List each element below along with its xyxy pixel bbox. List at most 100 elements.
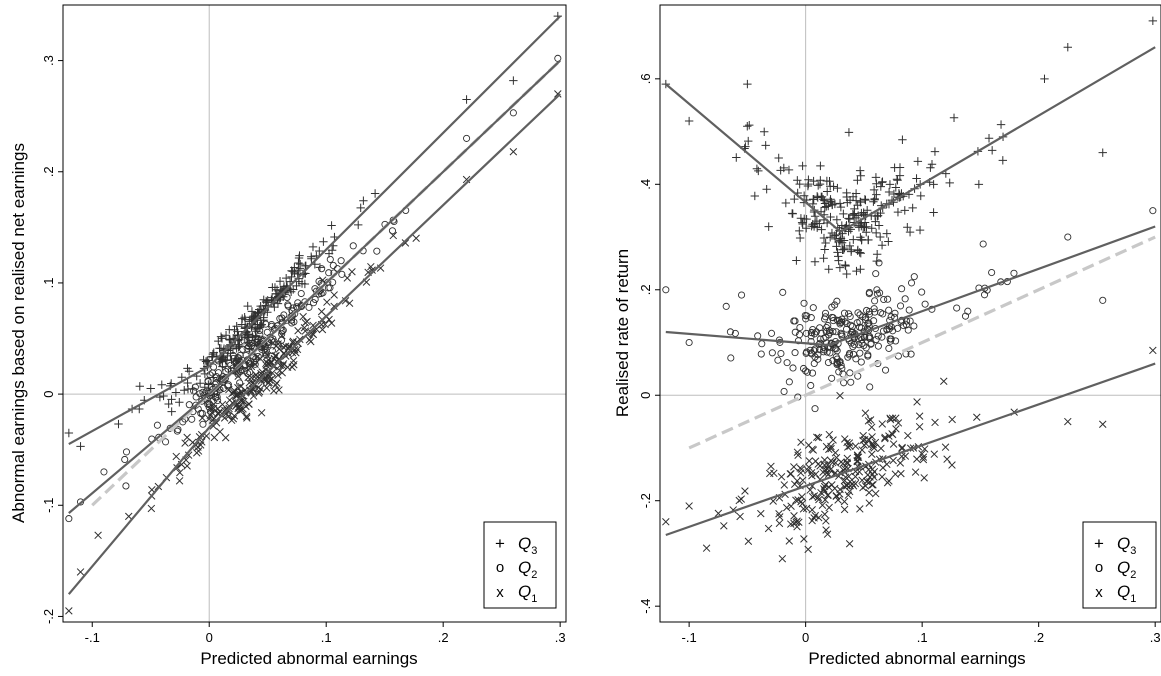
right-point xyxy=(856,171,865,180)
right-point xyxy=(790,512,798,520)
right-y-tick-label: .6 xyxy=(638,73,653,84)
left-point xyxy=(221,375,229,383)
right-point xyxy=(784,165,794,175)
left-point xyxy=(76,442,85,451)
right-point xyxy=(867,440,876,448)
right-point xyxy=(851,189,861,198)
right-point xyxy=(826,182,835,191)
right-point xyxy=(833,316,842,324)
right-point xyxy=(741,487,749,495)
left-point xyxy=(65,607,73,615)
right-point xyxy=(838,331,846,339)
left-point xyxy=(64,428,74,438)
left-point xyxy=(198,414,207,422)
right-point xyxy=(890,163,899,172)
left-point xyxy=(218,400,227,409)
right-point xyxy=(883,460,891,469)
left-point xyxy=(244,373,252,382)
right-point xyxy=(832,492,841,501)
right-point xyxy=(843,482,851,490)
right-point xyxy=(754,166,763,176)
left-point xyxy=(297,289,305,298)
right-point xyxy=(860,195,870,204)
right-point xyxy=(948,461,956,469)
right-point xyxy=(1149,346,1157,355)
right-point xyxy=(809,222,819,231)
left-point xyxy=(183,378,192,388)
left-point xyxy=(236,351,244,359)
right-point xyxy=(727,354,735,362)
right-point xyxy=(811,405,819,413)
right-point xyxy=(856,349,864,357)
left-point xyxy=(253,320,262,329)
right-point xyxy=(884,187,894,197)
right-point xyxy=(833,297,841,305)
left-y-tick-label: -.2 xyxy=(41,609,56,624)
right-point xyxy=(808,220,817,229)
right-point xyxy=(872,179,881,188)
right-point xyxy=(762,185,771,194)
left-point xyxy=(251,327,260,336)
left-point xyxy=(273,299,283,308)
right-point xyxy=(873,290,881,298)
right-point xyxy=(885,344,893,352)
right-point xyxy=(752,164,762,173)
right-point xyxy=(877,444,885,453)
right-point xyxy=(840,243,849,253)
left-point xyxy=(164,399,173,409)
right-point xyxy=(662,518,670,526)
right-point xyxy=(807,469,816,477)
right-point xyxy=(861,333,869,341)
right-point xyxy=(930,147,940,156)
left-point xyxy=(368,266,376,274)
right-point xyxy=(843,438,851,447)
right-point xyxy=(881,434,889,443)
right-point xyxy=(831,449,840,457)
right-point xyxy=(816,161,825,171)
right-point xyxy=(913,398,921,406)
right-legend-entry-q2: o Q2 xyxy=(1095,558,1137,581)
right-point xyxy=(778,554,787,563)
right-point xyxy=(842,481,851,489)
right-point xyxy=(804,545,812,554)
right-point xyxy=(805,457,814,465)
right-point xyxy=(798,476,807,485)
right-point xyxy=(867,339,875,347)
right-x-tick-label: .1 xyxy=(917,630,928,645)
left-point xyxy=(268,336,276,345)
right-point xyxy=(907,279,916,287)
right-point xyxy=(833,248,842,257)
left-point xyxy=(268,322,276,330)
right-point xyxy=(895,171,905,180)
right-point xyxy=(760,127,769,136)
right-point xyxy=(853,176,862,185)
right-point xyxy=(791,349,799,357)
right-point xyxy=(777,349,785,358)
right-point xyxy=(862,206,872,215)
left-point xyxy=(348,268,356,276)
left-point xyxy=(157,380,166,389)
left-point xyxy=(221,433,230,442)
right-point xyxy=(876,182,886,191)
left-point xyxy=(315,246,324,256)
right-point xyxy=(822,526,830,534)
left-point xyxy=(225,325,234,334)
right-point xyxy=(870,317,878,325)
right-point xyxy=(809,325,817,334)
right-point xyxy=(825,327,833,335)
left-point xyxy=(167,395,176,404)
left-point xyxy=(213,388,221,396)
left-point xyxy=(224,412,233,420)
right-point xyxy=(834,496,842,504)
left-point xyxy=(299,312,307,321)
left-point xyxy=(196,441,205,449)
left-point xyxy=(204,378,212,386)
right-point xyxy=(810,492,819,500)
right-point xyxy=(795,233,805,243)
right-x-tick-label: .2 xyxy=(1033,630,1044,645)
right-point xyxy=(824,358,832,367)
right-point xyxy=(870,195,879,204)
left-point xyxy=(180,386,189,395)
right-point xyxy=(864,235,873,245)
left-point xyxy=(188,415,196,423)
